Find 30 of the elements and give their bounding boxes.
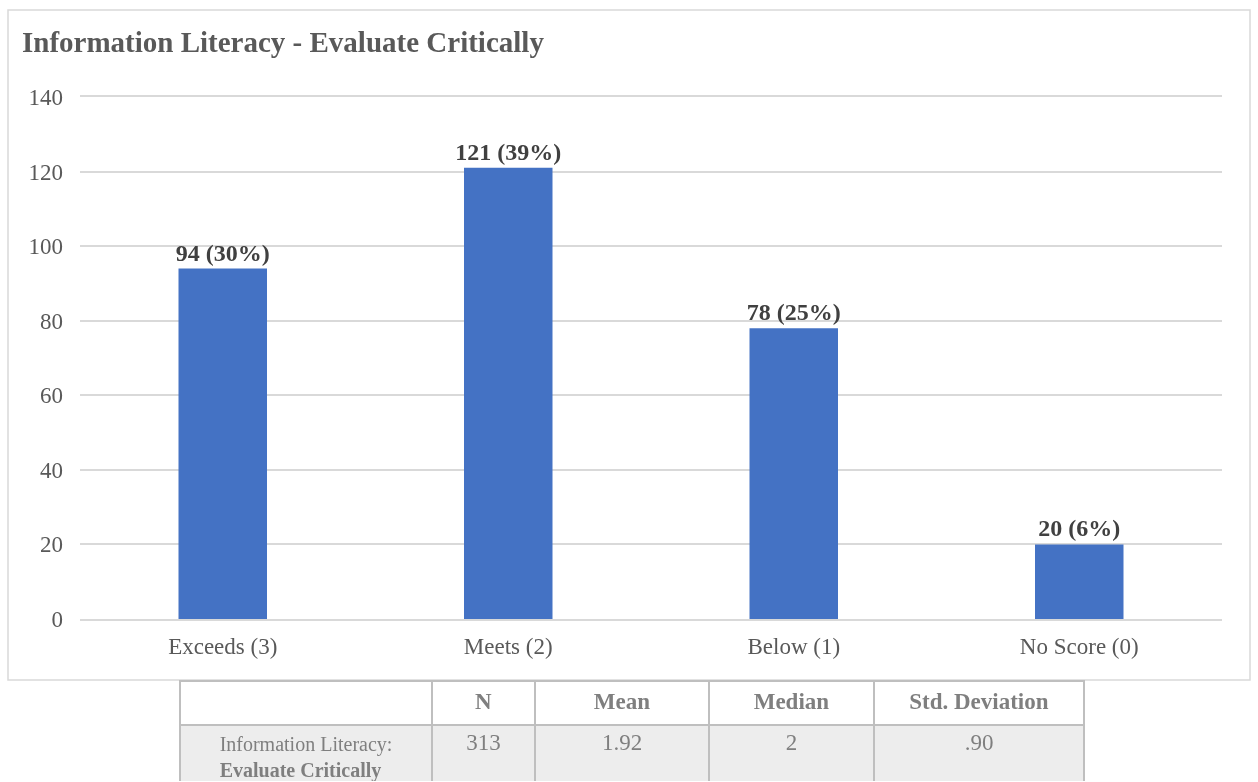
bar [749,328,838,619]
text: 1.92 [601,730,643,756]
data-label: 20 (6%) [1038,515,1121,542]
y-tick-label: 0 [51,607,63,633]
y-tick-label: 60 [40,383,63,409]
x-tick-label: Below (1) [747,634,841,660]
data-label: 121 (39%) [455,138,562,165]
category-label: Mean [593,689,651,714]
text: 313 [466,730,501,756]
y-tick-label: 20 [40,532,63,558]
category-label: N [475,689,492,714]
bar [178,268,267,619]
y-tick-label: 120 [28,159,63,185]
text: 2 [785,730,798,756]
text: .90 [964,730,994,756]
x-tick-label: Exceeds (3) [168,634,278,660]
bar [1035,544,1124,619]
y-tick-label: 100 [28,234,63,260]
category-label: Information Literacy: Evaluate Critically [219,733,393,781]
y-tick-label: 40 [40,457,63,483]
x-tick-label: No Score (0) [1019,634,1139,660]
chart-title: Information Literacy - Evaluate Critically [22,26,545,59]
y-tick-label: 80 [40,308,63,334]
x-tick-label: Meets (2) [463,634,553,660]
data-label: 94 (30%) [175,239,270,266]
y-tick-label: 140 [28,85,63,111]
bar [464,167,553,619]
category-label: Median [753,689,830,714]
data-label: 78 (25%) [746,299,841,326]
category-label: Std. Deviation [909,689,1049,714]
